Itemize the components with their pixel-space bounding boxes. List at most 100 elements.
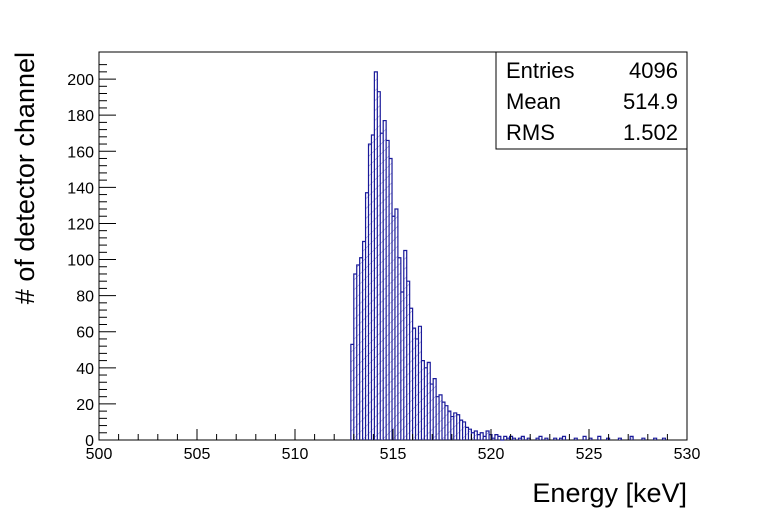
histogram-bar xyxy=(518,438,522,440)
histogram-bar xyxy=(362,241,366,440)
histogram-bar xyxy=(394,209,398,440)
histogram-bar xyxy=(442,402,445,440)
histogram-bar xyxy=(430,384,434,440)
histogram-bar xyxy=(444,405,448,440)
x-tick-label: 500 xyxy=(86,446,113,463)
histogram-bar xyxy=(536,438,540,440)
histogram-bar xyxy=(365,192,369,440)
histogram-bar xyxy=(462,421,466,440)
y-tick-label: 0 xyxy=(85,433,94,450)
x-tick-label: 505 xyxy=(184,446,211,463)
histogram-bar xyxy=(583,436,587,440)
y-tick-label: 140 xyxy=(67,180,94,197)
histogram-bar xyxy=(409,308,413,440)
histogram-bar xyxy=(377,91,381,440)
y-tick-label: 120 xyxy=(67,216,94,233)
histogram-bar xyxy=(641,438,645,440)
histogram-bar xyxy=(553,438,557,440)
y-tick-label: 60 xyxy=(76,325,94,342)
histogram-bar xyxy=(480,432,484,440)
histogram-bar xyxy=(474,430,478,440)
histogram-bar xyxy=(459,420,463,440)
stats-mean-label: Mean xyxy=(506,89,561,114)
y-tick-label: 40 xyxy=(76,361,94,378)
x-axis-title: Energy [keV] xyxy=(532,478,687,508)
histogram-bar xyxy=(356,264,360,440)
y-tick-label: 100 xyxy=(67,253,94,270)
y-axis: 0 20 40 60 80 100 120 140 160 180 200 xyxy=(67,64,116,450)
histogram-bar xyxy=(494,434,498,440)
histogram-bar xyxy=(353,273,357,440)
histogram-bar xyxy=(486,430,490,440)
y-tick-label: 20 xyxy=(76,397,94,414)
histogram-bar xyxy=(433,378,437,440)
y-tick-label: 180 xyxy=(67,108,94,125)
histogram-bar xyxy=(450,416,454,440)
x-axis: 500 505 510 515 520 525 530 xyxy=(86,429,701,463)
x-tick-label: 520 xyxy=(478,446,505,463)
histogram-bar xyxy=(368,144,372,441)
histogram-bar xyxy=(424,367,428,440)
stats-entries-value: 4096 xyxy=(629,58,678,83)
histogram-bar xyxy=(456,414,460,440)
x-tick-label: 515 xyxy=(380,446,407,463)
histogram-bar xyxy=(574,438,578,440)
histogram-bar xyxy=(418,326,422,440)
histogram-bar xyxy=(468,429,472,440)
histogram-bar xyxy=(453,412,457,440)
histogram-bar xyxy=(497,436,501,440)
y-axis-title: # of detector channel xyxy=(10,52,40,304)
histogram-bar xyxy=(539,436,542,440)
x-tick-label: 530 xyxy=(674,446,701,463)
histogram-bar xyxy=(491,438,495,440)
histogram-bar xyxy=(406,281,410,440)
histogram-bar xyxy=(350,344,354,440)
histogram-bar xyxy=(383,120,387,440)
histogram-bar xyxy=(371,135,375,440)
stats-rms-value: 1.502 xyxy=(623,120,678,145)
histogram-bar xyxy=(359,257,363,440)
histogram-bar xyxy=(662,438,666,440)
x-tick-label: 510 xyxy=(282,446,309,463)
histogram-bar xyxy=(421,360,425,440)
histogram-bar xyxy=(521,436,525,440)
stats-mean-value: 514.9 xyxy=(623,89,678,114)
y-tick-label: 160 xyxy=(67,144,94,161)
histogram-bar xyxy=(427,362,431,440)
histogram-bar xyxy=(618,438,622,440)
histogram-bar xyxy=(389,158,393,440)
histogram-bar xyxy=(512,438,516,440)
histogram-bar xyxy=(412,328,416,440)
y-tick-label: 80 xyxy=(76,289,94,306)
histogram-bar xyxy=(483,436,487,440)
histogram-bar xyxy=(527,438,531,440)
y-tick-label: 200 xyxy=(67,72,94,89)
histogram-bar xyxy=(589,438,592,440)
histogram-bar xyxy=(477,434,481,440)
histogram-bar xyxy=(562,436,566,440)
histogram-bars xyxy=(350,71,667,441)
histogram-bar xyxy=(400,292,404,440)
x-tick-label: 525 xyxy=(576,446,603,463)
stats-entries-label: Entries xyxy=(506,58,574,83)
histogram-bar xyxy=(380,133,384,440)
histogram-bar xyxy=(653,438,657,440)
histogram-bar xyxy=(630,436,634,440)
histogram-bar xyxy=(397,257,401,440)
histogram-bar xyxy=(415,338,419,440)
histogram-bar xyxy=(447,411,451,440)
histogram-bar xyxy=(465,427,469,440)
histogram-bar xyxy=(559,438,563,440)
histogram-bar xyxy=(503,436,507,440)
histogram-bar xyxy=(436,396,440,440)
histogram-bar xyxy=(392,216,395,440)
histogram-bar xyxy=(403,250,407,440)
histogram-bar xyxy=(386,140,390,440)
histogram-bar xyxy=(439,394,442,440)
histogram-bar xyxy=(471,432,475,440)
stats-box: Entries 4096 Mean 514.9 RMS 1.502 xyxy=(495,51,688,150)
histogram-bar xyxy=(374,71,378,440)
histogram-bar xyxy=(506,438,510,440)
histogram-bar xyxy=(597,436,601,440)
